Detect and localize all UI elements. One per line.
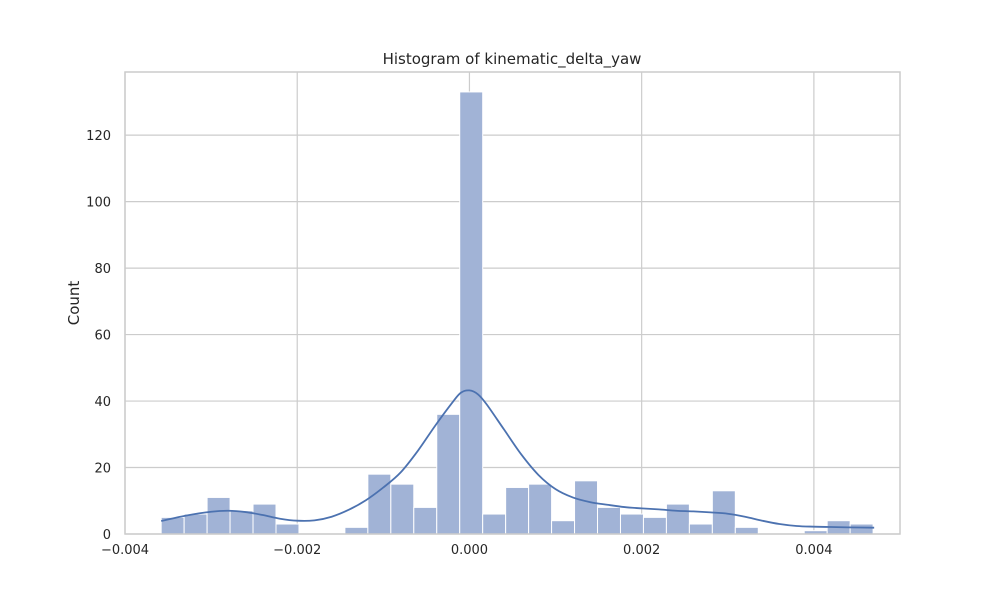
kde-line	[160, 389, 875, 529]
histogram-bar	[734, 526, 759, 535]
chart-title: Histogram of kinematic_delta_yaw	[383, 50, 642, 69]
histogram-bar	[344, 526, 369, 535]
histogram-bar	[390, 483, 415, 535]
y-tick-label: 20	[94, 462, 111, 477]
x-tick-label: −0.004	[101, 543, 149, 558]
histogram-bar	[436, 413, 461, 535]
y-tick-label: 120	[86, 129, 111, 144]
histogram-bar	[642, 516, 667, 535]
histogram-bar	[482, 513, 507, 535]
y-axis-label: Count	[65, 281, 83, 326]
histogram-bar	[252, 503, 277, 535]
kde-curve-group	[160, 389, 875, 529]
histogram-bar	[229, 510, 254, 535]
x-tick-label: −0.002	[273, 543, 321, 558]
histogram-bar	[183, 513, 208, 535]
histogram-bar	[597, 506, 621, 535]
x-tick-label: 0.004	[795, 543, 832, 558]
histogram-bar	[459, 91, 484, 535]
y-tick-label: 80	[94, 262, 111, 277]
histogram-bar	[574, 480, 599, 535]
histogram-bar	[551, 520, 576, 535]
histogram-bar	[688, 523, 713, 535]
histogram-bar	[665, 503, 690, 535]
x-tick-label: 0.002	[623, 543, 660, 558]
histogram-bar	[413, 506, 438, 535]
y-tick-label: 60	[94, 329, 111, 344]
x-tick-labels: −0.004 −0.002 0.000 0.002 0.004	[101, 543, 833, 558]
histogram-bar	[206, 496, 231, 535]
histogram-bar	[505, 486, 530, 535]
y-tick-label: 40	[94, 395, 111, 410]
histogram-bar	[275, 523, 300, 535]
y-tick-label: 0	[103, 528, 111, 543]
x-tick-label: 0.000	[451, 543, 488, 558]
histogram-bar	[619, 513, 644, 535]
histogram-bar	[849, 523, 874, 535]
histogram-bar	[528, 483, 553, 535]
y-tick-labels: 0 20 40 60 80 100 120	[86, 129, 111, 543]
axes-frame	[124, 71, 901, 535]
y-tick-label: 100	[86, 196, 111, 211]
histogram-bars	[160, 91, 874, 535]
